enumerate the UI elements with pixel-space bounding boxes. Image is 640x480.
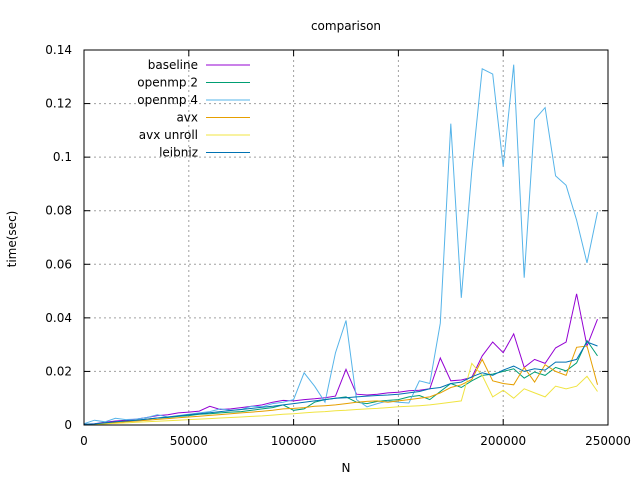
y-tick-label: 0 [64,418,72,432]
legend-label: avx unroll [139,128,198,142]
x-tick-label: 150000 [375,434,421,448]
y-tick-label: 0.02 [45,364,72,378]
series-line-6 [83,341,598,425]
legend-label: openmp 2 [137,76,198,90]
x-axis-label: N [342,461,351,475]
chart-title: comparison [311,19,381,33]
y-tick-label: 0.04 [45,311,72,325]
series-lines [83,64,598,426]
x-tick-label: 250000 [585,434,631,448]
legend-label: avx [176,111,198,125]
series-line-4 [83,345,598,425]
legend-label: openmp 4 [137,93,198,107]
x-tick-label: 100000 [271,434,317,448]
legend-label: baseline [148,58,198,72]
y-tick-label: 0.14 [45,43,72,57]
legend: baseline openmp 2 openmp 4 avx avx unroll lei… [137,58,250,160]
plot-frame [83,49,609,426]
y-tick-label: 0.1 [53,150,72,164]
y-axis-label: time(sec) [5,211,19,268]
y-axis-ticks: 0 0.02 0.04 0.06 0.08 0.1 0.12 0.14 [45,43,608,432]
x-tick-label: 50000 [170,434,208,448]
series-line-5 [83,362,598,426]
series-line-1 [83,293,598,425]
y-tick-label: 0.12 [45,97,72,111]
x-tick-label: 0 [80,434,88,448]
y-tick-label: 0.06 [45,257,72,271]
legend-label: leibniz [159,146,198,160]
y-tick-label: 0.08 [45,204,72,218]
x-tick-label: 200000 [480,434,526,448]
x-axis-ticks: 0 50000 100000 150000 200000 250000 [80,50,631,448]
